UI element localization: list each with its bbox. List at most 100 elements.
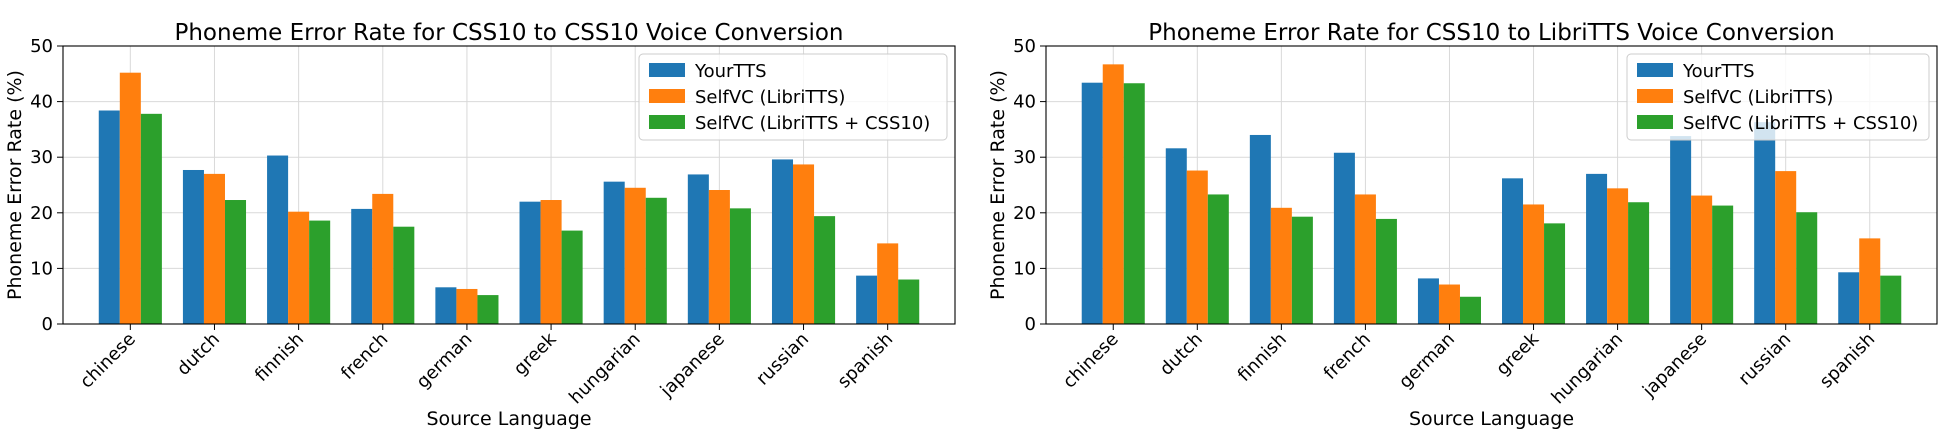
bar-chinese-series-1 bbox=[98, 110, 120, 324]
bar-russian-series-3 bbox=[814, 216, 836, 324]
bar-chinese-series-2 bbox=[119, 72, 141, 324]
bar-german-series-2 bbox=[1438, 284, 1460, 324]
y-tick-label: 0 bbox=[1025, 314, 1036, 335]
x-axis-label: Source Language bbox=[426, 408, 591, 430]
bar-greek-series-3 bbox=[561, 230, 583, 324]
bar-greek-series-2 bbox=[540, 200, 562, 324]
y-tick-label: 20 bbox=[30, 203, 53, 224]
legend-swatch bbox=[649, 89, 685, 103]
chart-title: Phoneme Error Rate for CSS10 to LibriTTS… bbox=[1148, 20, 1834, 46]
legend-swatch bbox=[649, 115, 685, 129]
x-tick-label: hungarian bbox=[1548, 329, 1628, 409]
legend-swatch bbox=[1637, 89, 1673, 103]
x-tick-label: japanese bbox=[1638, 329, 1711, 402]
bar-dutch-series-1 bbox=[1165, 148, 1187, 324]
y-tick-label: 20 bbox=[1013, 203, 1036, 224]
x-axis-label: Source Language bbox=[1409, 408, 1574, 430]
x-tick-label: finnish bbox=[251, 329, 308, 386]
chart-panel-1: 0 10 20 30 40 50 chinese dutch finnish french germ… bbox=[4, 20, 956, 430]
legend-swatch bbox=[649, 63, 685, 77]
legend-swatch bbox=[1637, 115, 1673, 129]
bar-japanese-series-3 bbox=[729, 208, 751, 324]
bar-dutch-series-3 bbox=[224, 200, 247, 324]
bar-french-series-1 bbox=[1333, 152, 1355, 324]
bar-finnish-series-1 bbox=[1249, 134, 1271, 324]
bar-german-series-3 bbox=[477, 295, 499, 324]
y-tick-label: 30 bbox=[1013, 147, 1036, 168]
bar-hungarian-series-1 bbox=[1586, 173, 1608, 324]
bar-spanish-series-2 bbox=[877, 243, 899, 324]
bar-french-series-3 bbox=[1375, 218, 1397, 324]
bar-finnish-series-1 bbox=[267, 155, 289, 324]
bar-dutch-series-2 bbox=[203, 173, 225, 324]
bar-hungarian-series-3 bbox=[645, 197, 667, 324]
bar-russian-series-2 bbox=[1775, 171, 1797, 324]
bar-russian-series-2 bbox=[793, 164, 815, 324]
bar-greek-series-2 bbox=[1523, 204, 1545, 324]
x-tick-label: french bbox=[337, 329, 392, 384]
x-tick-label: russian bbox=[752, 329, 813, 390]
y-tick-label: 40 bbox=[1013, 92, 1036, 113]
bar-russian-series-1 bbox=[1754, 122, 1776, 324]
legend bbox=[638, 53, 948, 141]
y-tick-label: 50 bbox=[1013, 36, 1036, 57]
bar-greek-series-1 bbox=[519, 201, 541, 324]
bar-spanish-series-1 bbox=[1838, 272, 1860, 324]
y-axis-label: Phoneme Error Rate (%) bbox=[987, 70, 1009, 300]
x-tick-label: german bbox=[1395, 329, 1459, 393]
x-tick-label: dutch bbox=[1156, 329, 1207, 380]
x-tick-label: chinese bbox=[76, 329, 140, 393]
bar-chinese-series-3 bbox=[1123, 83, 1145, 324]
bar-greek-series-3 bbox=[1544, 223, 1566, 324]
bar-chinese-series-2 bbox=[1102, 64, 1124, 324]
y-axis-label: Phoneme Error Rate (%) bbox=[4, 70, 26, 300]
bar-finnish-series-3 bbox=[309, 220, 331, 324]
bar-japanese-series-1 bbox=[1670, 136, 1692, 324]
legend-label: SelfVC (LibriTTS) bbox=[1683, 87, 1833, 108]
bar-dutch-series-1 bbox=[182, 169, 204, 324]
bar-french-series-1 bbox=[351, 208, 373, 324]
bar-finnish-series-2 bbox=[1270, 207, 1292, 324]
x-tick-label: greek bbox=[510, 328, 561, 379]
x-tick-label: spanish bbox=[834, 329, 898, 393]
x-tick-label: german bbox=[412, 329, 476, 393]
bar-spanish-series-2 bbox=[1859, 238, 1881, 324]
bar-french-series-3 bbox=[393, 226, 415, 324]
bar-japanese-series-3 bbox=[1712, 205, 1734, 324]
bar-chinese-series-3 bbox=[140, 113, 162, 324]
legend-label: SelfVC (LibriTTS) bbox=[695, 87, 845, 108]
bar-russian-series-1 bbox=[771, 159, 794, 324]
legend-label: SelfVC (LibriTTS + CSS10) bbox=[1683, 113, 1918, 134]
bar-hungarian-series-2 bbox=[1607, 188, 1629, 324]
y-tick-label: 0 bbox=[42, 314, 53, 335]
bar-japanese-series-2 bbox=[708, 190, 730, 324]
y-tick-label: 10 bbox=[30, 258, 53, 279]
x-tick-label: dutch bbox=[173, 329, 224, 380]
bar-dutch-series-3 bbox=[1207, 194, 1229, 324]
y-tick-label: 50 bbox=[30, 36, 53, 57]
bar-french-series-2 bbox=[372, 193, 394, 324]
y-tick-label: 30 bbox=[30, 147, 53, 168]
x-tick-label: finnish bbox=[1234, 329, 1291, 386]
plot-frame bbox=[1045, 45, 1938, 325]
bar-hungarian-series-1 bbox=[603, 181, 625, 324]
bar-japanese-series-2 bbox=[1691, 195, 1713, 324]
legend-swatch bbox=[1637, 63, 1673, 77]
bar-greek-series-1 bbox=[1502, 178, 1524, 324]
plot-frame bbox=[62, 45, 956, 325]
y-tick-label: 40 bbox=[30, 92, 53, 113]
x-tick-label: chinese bbox=[1059, 329, 1123, 393]
bar-spanish-series-1 bbox=[856, 275, 878, 324]
x-tick-label: japanese bbox=[656, 329, 729, 402]
bar-russian-series-3 bbox=[1796, 212, 1818, 324]
bar-japanese-series-1 bbox=[687, 174, 709, 324]
chart-title: Phoneme Error Rate for CSS10 to CSS10 Vo… bbox=[174, 20, 843, 46]
y-tick-label: 10 bbox=[1013, 258, 1036, 279]
legend-label: YourTTS bbox=[694, 61, 767, 82]
x-tick-label: russian bbox=[1734, 329, 1795, 390]
legend-label: YourTTS bbox=[1682, 61, 1755, 82]
x-tick-label: french bbox=[1320, 329, 1375, 384]
bar-chinese-series-1 bbox=[1081, 82, 1103, 324]
legend bbox=[1626, 53, 1930, 141]
